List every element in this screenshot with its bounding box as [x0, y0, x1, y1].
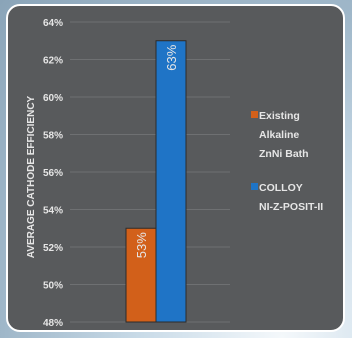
y-tick-label: 48% — [43, 318, 63, 329]
y-tick-label: 64% — [43, 18, 63, 29]
legend-label: Alkaline — [259, 129, 299, 141]
legend-label: Existing — [259, 110, 300, 122]
y-tick-label: 62% — [43, 56, 63, 67]
y-tick-label: 50% — [43, 281, 63, 292]
bar-chart: 48% 50% 52% 54% 56% 58% 60% 62% 64% 53% 63% AVERA… — [26, 18, 323, 329]
legend-label: ZnNi Bath — [259, 148, 309, 160]
y-tick-label: 52% — [43, 243, 63, 254]
legend-swatch — [251, 183, 258, 190]
gridlines — [70, 21, 230, 323]
bar-data-label: 63% — [164, 44, 179, 70]
legend-swatch — [251, 111, 258, 118]
bars: 53% 63% — [125, 40, 187, 323]
y-axis-label: AVERAGE CATHODE EFFICIENCY — [26, 95, 37, 258]
y-axis-ticks: 48% 50% 52% 54% 56% 58% 60% 62% 64% — [43, 18, 63, 329]
y-tick-label: 54% — [43, 206, 63, 217]
legend-label: NI-Z-POSIT-II — [259, 201, 323, 213]
y-tick-label: 56% — [43, 168, 63, 179]
chart-panel: 48% 50% 52% 54% 56% 58% 60% 62% 64% 53% 63% AVERA… — [6, 4, 345, 332]
bar-data-label: 53% — [134, 232, 149, 258]
legend-label: COLLOY — [259, 182, 303, 194]
y-tick-label: 60% — [43, 93, 63, 104]
legend: Existing Alkaline ZnNi Bath COLLOY NI-Z-POSI… — [251, 110, 323, 213]
bar — [155, 40, 187, 323]
y-tick-label: 58% — [43, 131, 63, 142]
